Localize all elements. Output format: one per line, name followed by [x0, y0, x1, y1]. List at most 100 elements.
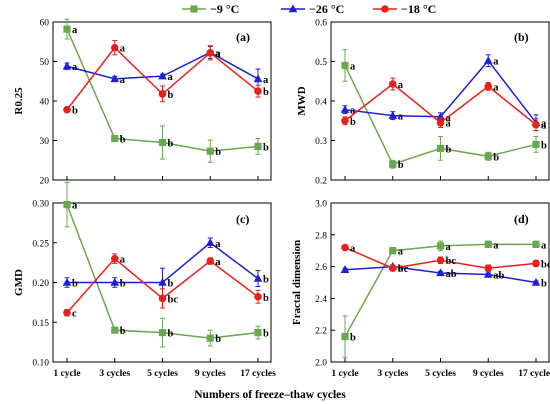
data-point [340, 105, 350, 113]
data-point [111, 326, 119, 334]
y-tick-label: 2.4 [315, 295, 327, 305]
significance-label: b [120, 135, 126, 146]
y-tick-label: 3.0 [315, 200, 327, 210]
data-point [484, 152, 492, 160]
significance-label: a [493, 82, 499, 93]
y-tick-label: 40 [40, 98, 50, 108]
significance-label: b [168, 329, 174, 340]
significance-label: bc [398, 264, 409, 275]
significance-label: a [72, 25, 78, 36]
y-tick-label: 2.2 [315, 327, 327, 337]
significance-label: b [541, 140, 547, 151]
significance-label: ab [493, 271, 504, 282]
significance-label: a [350, 244, 356, 255]
significance-label: a [541, 119, 547, 130]
data-point [158, 90, 167, 98]
x-tick-label: 17 cycles [240, 369, 276, 379]
data-point [436, 256, 445, 265]
data-point [206, 257, 215, 265]
y-tick-label: 2.0 [315, 359, 327, 369]
data-point [158, 294, 167, 303]
panel-label: (d) [514, 212, 529, 226]
data-point [62, 61, 72, 70]
y-axis-label: R0.25 [13, 87, 25, 115]
significance-label: a [72, 201, 78, 212]
x-tick-label: 9 cycles [473, 369, 504, 379]
data-point [254, 328, 262, 337]
significance-label: a [168, 72, 174, 83]
y-tick-label: 0.6 [315, 19, 327, 29]
data-point [532, 120, 540, 129]
data-point [110, 277, 120, 286]
y-tick-label: 0.30 [32, 200, 49, 210]
significance-label: b [350, 117, 356, 128]
significance-label: b [398, 160, 404, 171]
significance-label: a [72, 62, 78, 73]
significance-label: b [541, 279, 547, 290]
data-point [63, 200, 71, 209]
data-point [63, 308, 71, 317]
significance-label: a [446, 113, 452, 124]
legend-entry-0: −9 °C [182, 2, 239, 16]
data-point [436, 268, 445, 277]
significance-label: b [120, 279, 126, 290]
x-tick-label: 3 cycles [99, 369, 130, 379]
significance-label: a [493, 240, 499, 251]
data-point [388, 264, 397, 272]
data-point [436, 118, 445, 127]
data-point [110, 74, 120, 83]
y-tick-label: 2.8 [315, 231, 327, 241]
data-point [483, 269, 493, 278]
data-point [63, 25, 71, 33]
data-point [388, 80, 397, 88]
x-tick-label: 1 cycle [331, 369, 358, 379]
significance-label: b [350, 333, 356, 344]
significance-label: b [168, 279, 174, 290]
data-point [158, 328, 167, 337]
significance-label: b [263, 293, 269, 304]
data-point [341, 332, 349, 341]
data-point [111, 134, 119, 143]
significance-label: a [350, 106, 356, 117]
legend-entry-1: −26 °C [281, 2, 344, 16]
significance-label: a [398, 263, 404, 274]
data-point [341, 243, 349, 252]
y-tick-label: 30 [40, 137, 50, 147]
significance-label: b [263, 87, 269, 98]
data-point [389, 160, 397, 168]
data-point [254, 293, 262, 301]
significance-label: b [72, 106, 78, 117]
data-point [340, 265, 350, 273]
x-tick-label: 9 cycles [195, 369, 226, 379]
significance-label: bc [446, 256, 457, 267]
significance-label: a [120, 44, 126, 55]
y-axis-label: GMD [13, 269, 25, 296]
x-tick-label: 5 cycles [147, 369, 178, 379]
legend-label: −18 °C [401, 2, 436, 16]
legend-entry-2: −18 °C [373, 2, 436, 16]
data-point [63, 105, 71, 114]
significance-label: b [168, 90, 174, 101]
data-point [254, 142, 262, 151]
legend-label: −26 °C [309, 2, 344, 16]
significance-label: a [350, 61, 356, 72]
significance-label: a [215, 239, 221, 250]
significance-label: b [263, 275, 269, 286]
data-point [341, 116, 349, 125]
significance-label: bc [168, 294, 179, 305]
significance-label: b [215, 334, 221, 345]
data-point [110, 43, 119, 52]
significance-label: c [72, 309, 77, 320]
significance-label: a [398, 80, 404, 91]
data-point [62, 277, 72, 286]
significance-label: a [493, 57, 499, 68]
significance-label: a [263, 75, 269, 86]
data-point [484, 240, 492, 248]
